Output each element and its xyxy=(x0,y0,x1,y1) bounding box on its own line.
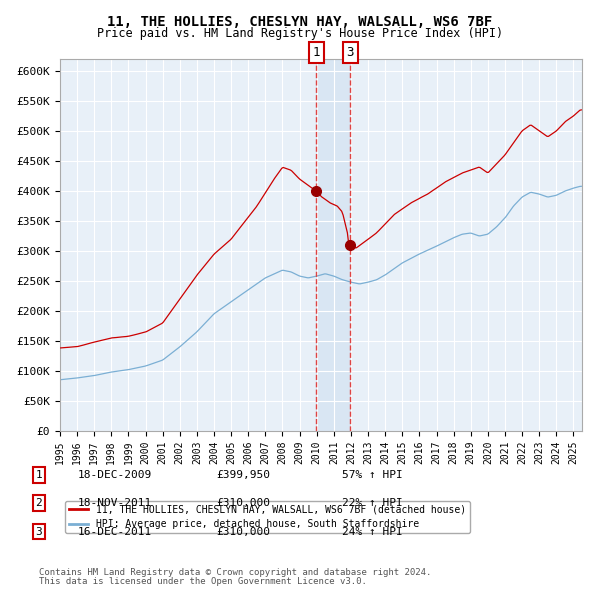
Text: 18-DEC-2009: 18-DEC-2009 xyxy=(78,470,152,480)
Text: £310,000: £310,000 xyxy=(216,499,270,508)
Text: 3: 3 xyxy=(35,527,43,536)
Text: Price paid vs. HM Land Registry's House Price Index (HPI): Price paid vs. HM Land Registry's House … xyxy=(97,27,503,40)
Text: Contains HM Land Registry data © Crown copyright and database right 2024.: Contains HM Land Registry data © Crown c… xyxy=(39,568,431,577)
Text: 2: 2 xyxy=(35,499,43,508)
Text: 22% ↑ HPI: 22% ↑ HPI xyxy=(342,499,403,508)
Text: 1: 1 xyxy=(35,470,43,480)
Text: £310,000: £310,000 xyxy=(216,527,270,536)
Text: 57% ↑ HPI: 57% ↑ HPI xyxy=(342,470,403,480)
Bar xyxy=(316,59,350,431)
Text: 3: 3 xyxy=(347,46,354,59)
Text: 11, THE HOLLIES, CHESLYN HAY, WALSALL, WS6 7BF: 11, THE HOLLIES, CHESLYN HAY, WALSALL, W… xyxy=(107,15,493,29)
Text: 24% ↑ HPI: 24% ↑ HPI xyxy=(342,527,403,536)
Text: 18-NOV-2011: 18-NOV-2011 xyxy=(78,499,152,508)
Legend: 11, THE HOLLIES, CHESLYN HAY, WALSALL, WS6 7BF (detached house), HPI: Average pr: 11, THE HOLLIES, CHESLYN HAY, WALSALL, W… xyxy=(65,500,470,533)
Text: This data is licensed under the Open Government Licence v3.0.: This data is licensed under the Open Gov… xyxy=(39,578,367,586)
Text: £399,950: £399,950 xyxy=(216,470,270,480)
Text: 16-DEC-2011: 16-DEC-2011 xyxy=(78,527,152,536)
Text: 1: 1 xyxy=(312,46,320,59)
